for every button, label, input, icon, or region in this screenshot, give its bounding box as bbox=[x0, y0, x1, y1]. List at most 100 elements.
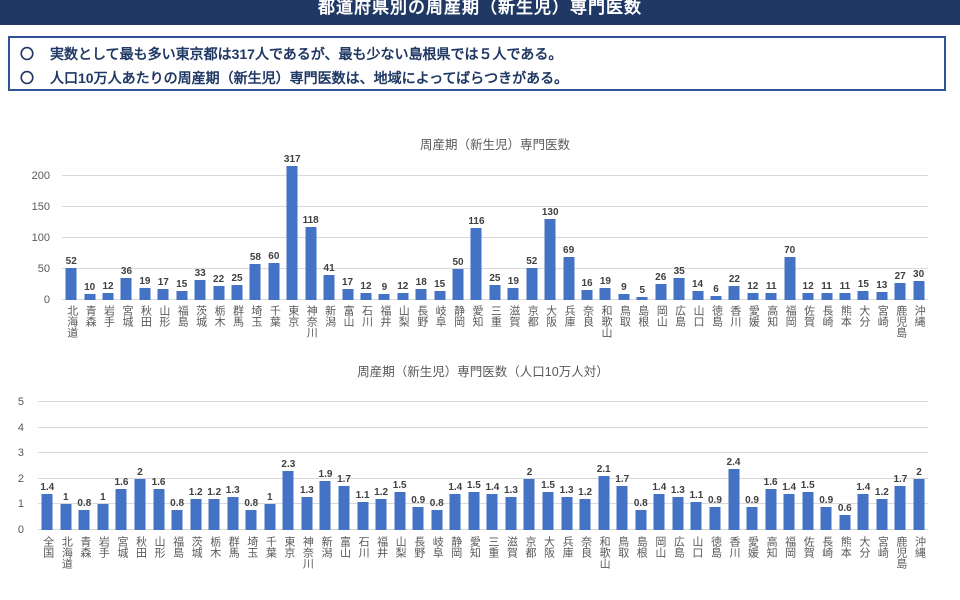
bar-value-label: 1.4 bbox=[40, 482, 55, 494]
x-axis-category-label: 高知 bbox=[765, 305, 778, 327]
x-axis-cell: 福井 bbox=[375, 305, 393, 363]
x-axis-category-label: 新潟 bbox=[323, 305, 336, 327]
bar-value-label: 35 bbox=[673, 266, 685, 278]
bar-value-label: 30 bbox=[913, 269, 925, 281]
bar-value-label: 17 bbox=[341, 277, 354, 289]
bar bbox=[213, 286, 225, 300]
x-axis-category-label: 秋田 bbox=[134, 536, 147, 558]
bar-value-label: 1.7 bbox=[615, 474, 630, 486]
y-axis-tick-label: 0 bbox=[43, 294, 50, 306]
bar-column: 1.2 bbox=[576, 402, 595, 530]
chart2-y-axis: 0 1 2 3 4 5 bbox=[0, 396, 30, 536]
bar-column: 1.4 bbox=[38, 402, 57, 530]
x-axis-cell: 青森 bbox=[75, 536, 94, 598]
bar-column: 52 bbox=[523, 166, 541, 300]
x-axis-category-label: 奈良 bbox=[579, 536, 592, 558]
bar bbox=[60, 504, 72, 530]
x-axis-category-label: 山梨 bbox=[397, 305, 410, 327]
y-axis-tick-label: 0 bbox=[17, 524, 24, 536]
x-axis-category-label: 宮城 bbox=[115, 536, 128, 558]
x-axis-cell: 鳥取 bbox=[615, 305, 633, 363]
x-axis-cell: 愛知 bbox=[465, 536, 484, 598]
bar-value-label: 36 bbox=[120, 265, 133, 277]
bar-column: 0.8 bbox=[632, 402, 651, 530]
bar-column: 70 bbox=[780, 166, 798, 300]
x-axis-category-label: 滋賀 bbox=[507, 305, 520, 327]
bar-column: 17 bbox=[154, 166, 172, 300]
bar-value-label: 1.4 bbox=[485, 482, 500, 494]
x-axis-category-label: 福井 bbox=[378, 305, 391, 327]
x-axis-category-label: 和歌山 bbox=[599, 305, 612, 338]
x-axis-cell: 茨城 bbox=[191, 305, 209, 363]
x-axis-category-label: 石川 bbox=[360, 305, 373, 327]
bar-column: 118 bbox=[301, 166, 319, 300]
y-axis-tick-label: 1 bbox=[17, 498, 24, 511]
bar-column: 19 bbox=[596, 166, 614, 300]
x-axis-category-label: 青森 bbox=[84, 305, 97, 327]
x-axis-cell: 滋賀 bbox=[502, 536, 521, 598]
bar-column: 11 bbox=[817, 166, 835, 300]
chart1-plot-area: 52 10 12 36 19 17 15 33 22 25 58 60 317 118 41 17 12 9 12 1… bbox=[62, 154, 928, 300]
x-axis-category-label: 徳島 bbox=[709, 536, 722, 558]
bar-column: 1.6 bbox=[149, 402, 168, 530]
bar-value-label: 1.4 bbox=[448, 482, 463, 494]
bar bbox=[78, 509, 90, 530]
x-axis-cell: 奈良 bbox=[576, 536, 595, 598]
bar-value-label: 1.3 bbox=[670, 484, 685, 496]
x-axis-cell: 奈良 bbox=[578, 305, 596, 363]
bar-value-label: 1.4 bbox=[856, 482, 871, 494]
bar-column: 1.3 bbox=[669, 402, 688, 530]
bar-column: 58 bbox=[246, 166, 264, 300]
bar-column: 1 bbox=[94, 402, 113, 530]
x-axis-cell: 福岡 bbox=[780, 536, 799, 598]
bar-value-label: 0.9 bbox=[708, 494, 722, 506]
bar bbox=[375, 499, 387, 530]
bar-column: 1.1 bbox=[687, 402, 706, 530]
x-axis-category-label: 愛知 bbox=[470, 305, 483, 327]
x-axis-category-label: 山梨 bbox=[394, 536, 407, 558]
gridline bbox=[38, 426, 928, 428]
x-axis-category-label: 福井 bbox=[375, 536, 388, 558]
bar-column: 11 bbox=[762, 166, 780, 300]
x-axis-category-label: 岩手 bbox=[97, 536, 110, 558]
y-axis-tick-label: 200 bbox=[31, 169, 50, 182]
bar-column: 130 bbox=[541, 166, 559, 300]
x-axis-cell: 山形 bbox=[149, 536, 168, 598]
bar-column: 50 bbox=[449, 166, 467, 300]
bar-value-label: 19 bbox=[139, 276, 151, 288]
bar bbox=[268, 262, 280, 300]
bar bbox=[360, 292, 372, 300]
bar bbox=[134, 478, 146, 530]
bar-value-label: 1.5 bbox=[541, 479, 555, 491]
bar-value-label: 1.2 bbox=[578, 487, 593, 499]
x-axis-category-label: 三重 bbox=[489, 305, 502, 327]
x-axis-category-label: 鳥取 bbox=[618, 305, 631, 327]
bar bbox=[139, 288, 151, 300]
x-axis-cell: 沖縄 bbox=[909, 305, 927, 363]
page-title: 都道府県別の周産期（新生児）専門医数 bbox=[318, 0, 642, 17]
bar-column: 12 bbox=[99, 166, 117, 300]
x-axis-cell: 宮崎 bbox=[873, 305, 891, 363]
x-axis-category-label: 北海道 bbox=[60, 536, 73, 569]
bar-column: 2.4 bbox=[724, 402, 743, 530]
bar bbox=[507, 288, 519, 300]
x-axis-cell: 秋田 bbox=[136, 305, 154, 363]
x-axis-cell: 栃木 bbox=[209, 305, 227, 363]
bar bbox=[286, 166, 298, 300]
bar bbox=[65, 267, 77, 300]
x-axis-cell: 神奈川 bbox=[298, 536, 317, 598]
bar-value-label: 1.2 bbox=[374, 487, 389, 499]
x-axis-category-label: 埼玉 bbox=[245, 536, 258, 558]
bar bbox=[394, 491, 406, 530]
bar bbox=[784, 256, 796, 300]
bar-value-label: 9 bbox=[621, 282, 627, 294]
bar bbox=[415, 288, 427, 300]
bar-value-label: 19 bbox=[507, 276, 519, 288]
bar-value-label: 69 bbox=[563, 245, 575, 257]
bar bbox=[876, 291, 888, 300]
x-axis-cell: 富山 bbox=[338, 305, 356, 363]
bar-column: 2 bbox=[520, 402, 539, 530]
y-axis-tick-label: 150 bbox=[31, 200, 50, 213]
x-axis-cell: 沖縄 bbox=[910, 536, 929, 598]
bar bbox=[636, 296, 648, 300]
